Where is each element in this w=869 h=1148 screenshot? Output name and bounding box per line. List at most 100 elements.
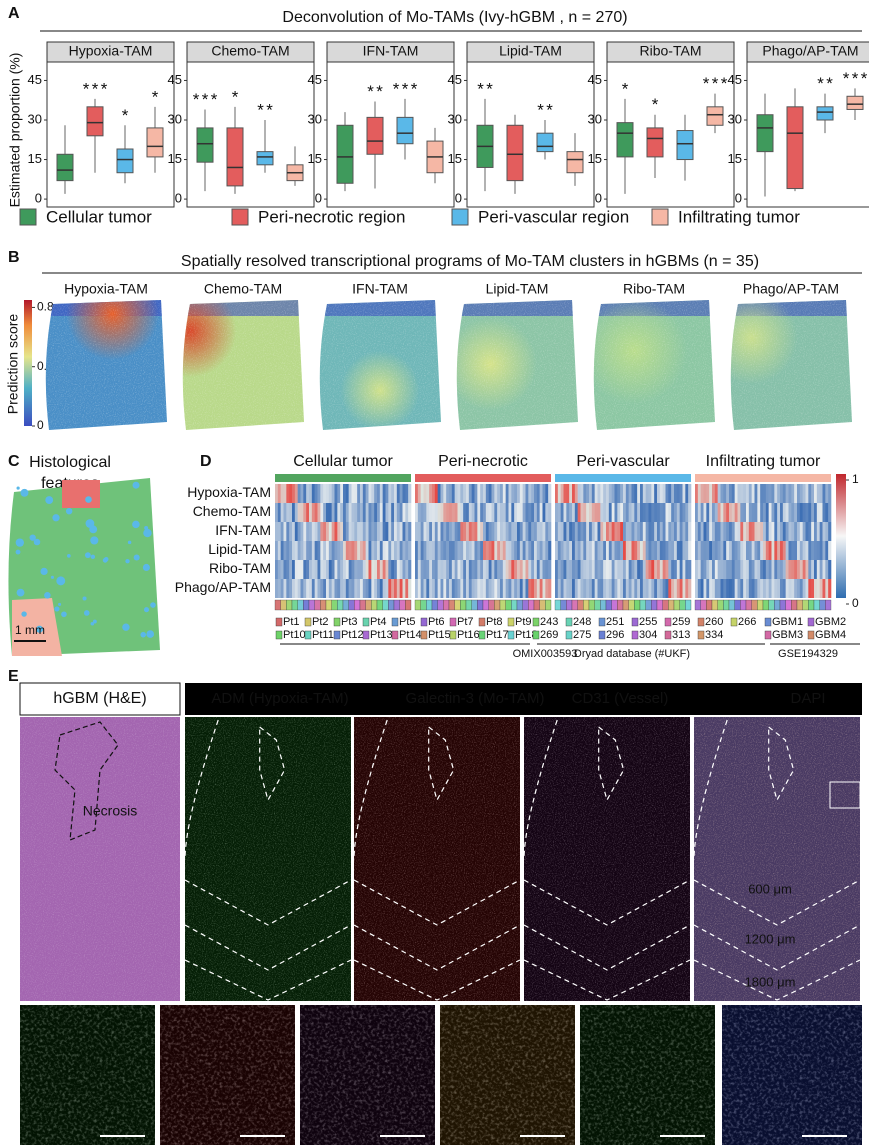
sample-strip [768, 599, 775, 611]
heat-cell [374, 484, 378, 503]
heat-cell [286, 503, 290, 522]
heat-cell [799, 503, 803, 522]
heat-cell [334, 503, 338, 522]
heat-cell [286, 484, 290, 503]
heat-cell [768, 484, 772, 503]
vascular-spot [140, 631, 147, 638]
heat-cell [440, 503, 444, 522]
image-signal [580, 1005, 715, 1145]
heat-cell [508, 522, 512, 541]
heat-cell [723, 579, 727, 598]
heat-cell [391, 579, 395, 598]
map-body [45, 300, 167, 430]
heat-cell [688, 579, 692, 598]
heat-cell [726, 484, 730, 503]
channel-title: ADM (Hypoxia-TAM) [211, 690, 348, 707]
heat-cell [611, 560, 615, 579]
heat-cell [426, 579, 430, 598]
sample-strip [588, 599, 595, 611]
heat-cell [534, 522, 538, 541]
y-tick-label: 0 [735, 191, 742, 206]
heat-cell [377, 503, 381, 522]
heat-cell [555, 560, 559, 579]
heat-cell [451, 503, 455, 522]
y-tick-label: 0 [455, 191, 462, 206]
heat-cell [654, 484, 658, 503]
heat-cell [611, 503, 615, 522]
heat-cell [662, 503, 666, 522]
heat-cell [819, 541, 823, 560]
heat-cell [457, 522, 461, 541]
heat-cell [517, 484, 521, 503]
heat-cell [574, 560, 578, 579]
heat-cell [760, 522, 764, 541]
region-outline [523, 959, 691, 1001]
heat-cell [682, 541, 686, 560]
heat-cell [434, 484, 438, 503]
section-title: Spatially resolved transcriptional progr… [181, 253, 759, 270]
heat-cell [314, 522, 318, 541]
heat-cell [360, 579, 364, 598]
heat-cell [597, 541, 601, 560]
heat-cell [354, 484, 358, 503]
heat-cell [768, 560, 772, 579]
heat-cell [591, 579, 595, 598]
heat-cell [743, 503, 747, 522]
heat-cell [731, 541, 735, 560]
heat-cell [300, 503, 304, 522]
heat-cell [651, 503, 655, 522]
heat-cell [746, 503, 750, 522]
heat-cell [608, 560, 612, 579]
heat-cell [466, 560, 470, 579]
heat-cell [351, 560, 355, 579]
sample-strip [577, 599, 584, 611]
heat-cell [825, 579, 829, 598]
heat-cell [511, 541, 515, 560]
significance: * [122, 106, 129, 125]
heat-cell [432, 579, 436, 598]
heat-cell [396, 522, 400, 541]
heat-cell [729, 560, 733, 579]
heat-cell [648, 484, 652, 503]
heat-cell [785, 579, 789, 598]
heat-cell [577, 579, 581, 598]
heat-cell [536, 560, 540, 579]
heat-cell [377, 541, 381, 560]
heat-cell [337, 541, 341, 560]
heat-cell [374, 579, 378, 598]
sample-strip [393, 599, 400, 611]
sample-swatch [391, 630, 399, 640]
heat-cell [668, 503, 672, 522]
heat-cell [360, 503, 364, 522]
vascular-spot [150, 602, 156, 608]
heat-cell [802, 484, 806, 503]
vascular-spot [56, 576, 66, 586]
heat-cell [774, 579, 778, 598]
heat-cell [816, 522, 820, 541]
y-tick-label: 15 [588, 151, 602, 166]
heat-cell [396, 484, 400, 503]
heat-cell [275, 484, 279, 503]
heat-cell [594, 522, 598, 541]
heat-cell [522, 560, 526, 579]
heat-cell [617, 522, 621, 541]
heat-cell [729, 522, 733, 541]
sample-strip [303, 599, 310, 611]
heat-cell [768, 522, 772, 541]
heat-cell [717, 579, 721, 598]
heat-cell [788, 484, 792, 503]
heat-cell [746, 522, 750, 541]
heat-cell [437, 484, 441, 503]
sample-strip [560, 599, 567, 611]
heat-cell [283, 484, 287, 503]
heat-cell [757, 484, 761, 503]
sample-strip [711, 599, 718, 611]
heat-cell [648, 560, 652, 579]
sample-label: 259 [672, 616, 690, 628]
heat-cell [614, 560, 618, 579]
heat-cell [289, 484, 293, 503]
heat-cell [591, 503, 595, 522]
heat-cell [606, 503, 610, 522]
heat-cell [717, 541, 721, 560]
heat-cell [443, 579, 447, 598]
